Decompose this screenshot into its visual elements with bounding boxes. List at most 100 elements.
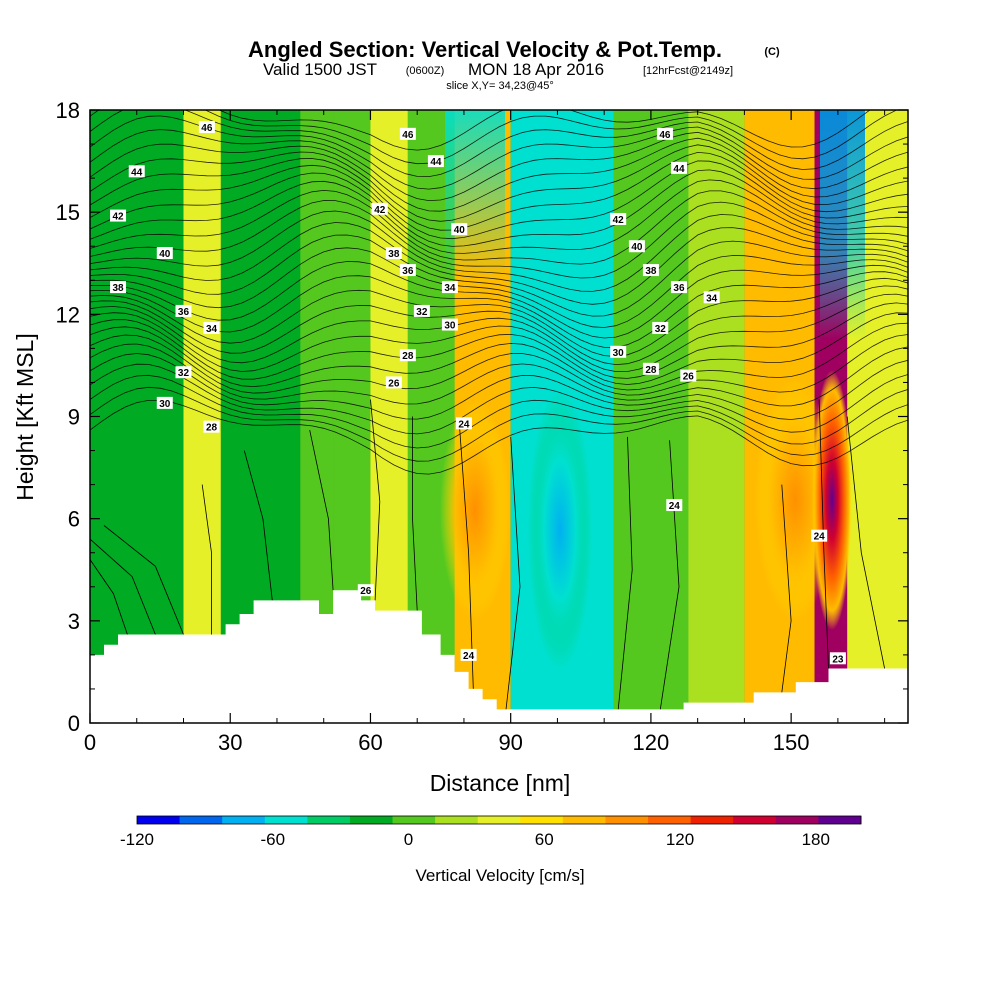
colorbar-tick-label: -60: [260, 830, 285, 849]
contour-label-box-10: [451, 223, 468, 236]
isentrope-line-10: [90, 293, 908, 373]
contour-label-23: 23: [832, 654, 844, 665]
contour-label-42: 42: [613, 215, 625, 226]
forecast-info: [12hrFcst@2149z]: [643, 65, 733, 77]
contour-label-34: 34: [206, 324, 218, 335]
pot-temp-contours: [90, 110, 908, 710]
updraft-core-160nm: [812, 370, 852, 630]
colorbar-swatch-10: [562, 816, 606, 824]
isentrope-line-20: [90, 189, 908, 265]
colorbar-tick-label: -120: [120, 830, 154, 849]
contour-label-40: 40: [631, 242, 643, 253]
x-tick-label: 120: [633, 730, 670, 755]
contour-label-44: 44: [131, 167, 143, 178]
isentrope-line-3: [90, 363, 908, 435]
isentrope-vertical-1: [90, 538, 156, 635]
contour-label-box-37: [829, 652, 846, 665]
colorbar-swatch-14: [733, 816, 777, 824]
contour-label-box-1: [399, 127, 416, 140]
isentrope-line-26: [90, 137, 908, 212]
isentrope-line-24: [90, 151, 908, 231]
isentrope-line-5: [90, 343, 908, 407]
valid-prefix: Valid 1500 JST: [263, 60, 377, 79]
y-tick-label: 18: [56, 98, 80, 123]
contour-label-box-18: [670, 281, 687, 294]
isentrope-vertical-13: [818, 399, 829, 669]
y-tick-label: 9: [68, 405, 80, 430]
contour-label-46: 46: [659, 130, 671, 141]
isentrope-line-22: [90, 169, 908, 247]
contour-label-box-24: [175, 366, 192, 379]
contour-label-box-22: [703, 291, 720, 304]
contour-label-box-7: [371, 202, 388, 215]
contour-label-30: 30: [613, 348, 625, 359]
colorbar-swatch-7: [435, 816, 479, 824]
contour-label-36: 36: [178, 307, 190, 318]
contour-label-box-34: [811, 529, 828, 542]
contour-label-box-26: [610, 345, 627, 358]
colorbar-swatch-9: [520, 816, 564, 824]
colorbar: -120 -60 0 60 120 180: [120, 815, 862, 849]
contour-label-box-9: [156, 247, 173, 260]
y-tick-label: 0: [68, 711, 80, 736]
contour-label-32: 32: [416, 307, 428, 318]
contour-label-box-2: [656, 127, 673, 140]
isentrope-line-2: [90, 374, 908, 449]
colorbar-swatch-4: [307, 816, 351, 824]
contour-label-38: 38: [112, 283, 124, 294]
contour-label-box-30: [680, 369, 697, 382]
contour-label-box-4: [427, 155, 444, 168]
contour-label-42: 42: [112, 212, 124, 223]
y-tick-label: 3: [68, 609, 80, 634]
contour-label-38: 38: [645, 266, 657, 277]
contour-label-box-6: [110, 209, 127, 222]
isentrope-line-23: [90, 160, 908, 240]
contour-label-box-3: [128, 165, 145, 178]
colorbar-swatch-8: [477, 816, 521, 824]
x-tick-label: 60: [358, 730, 382, 755]
contour-label-40: 40: [454, 225, 466, 236]
contour-label-box-28: [385, 376, 402, 389]
isentrope-line-28: [90, 115, 908, 190]
velocity-cores: [440, 110, 865, 670]
x-tick-label: 30: [218, 730, 242, 755]
velocity-band-10: [688, 110, 745, 723]
isentrope-vertical-10: [617, 436, 633, 710]
x-tick-label: 150: [773, 730, 810, 755]
updraft-core-85nm: [440, 400, 510, 620]
colorbar-title: Vertical Velocity [cm/s]: [415, 866, 584, 885]
y-tick-label: 6: [68, 507, 80, 532]
contour-label-box-33: [666, 499, 683, 512]
isentrope-line-0: [90, 400, 908, 475]
contour-label-box-29: [642, 362, 659, 375]
contour-label-44: 44: [673, 164, 685, 175]
isentrope-line-30: [90, 110, 899, 165]
colorbar-swatch-5: [349, 816, 394, 824]
isentrope-line-29: [90, 110, 908, 178]
y-tick-label: 15: [56, 200, 80, 225]
colorbar-swatch-3: [264, 816, 308, 824]
colorbar-swatch-16: [818, 816, 862, 824]
x-axis: 0 30 60 90 120 150: [84, 110, 886, 755]
y-tick-label: 12: [56, 302, 80, 327]
contour-label-34: 34: [706, 293, 718, 304]
isentrope-line-27: [90, 129, 908, 202]
contour-label-box-16: [175, 304, 192, 317]
contour-label-box-8: [610, 212, 627, 225]
contour-label-box-14: [399, 264, 416, 277]
isentrope-line-17: [90, 222, 908, 305]
contour-label-44: 44: [430, 157, 442, 168]
contour-label-box-0: [198, 121, 215, 134]
chart-title: Angled Section: Vertical Velocity & Pot.…: [248, 37, 722, 62]
x-tick-label: 0: [84, 730, 96, 755]
contour-label-24: 24: [814, 532, 826, 543]
contour-label-30: 30: [444, 321, 456, 332]
contour-label-26: 26: [388, 378, 400, 389]
isentrope-vertical-0: [90, 559, 128, 635]
contour-label-28: 28: [645, 365, 657, 376]
contour-label-32: 32: [655, 324, 667, 335]
isentrope-line-25: [90, 144, 908, 222]
